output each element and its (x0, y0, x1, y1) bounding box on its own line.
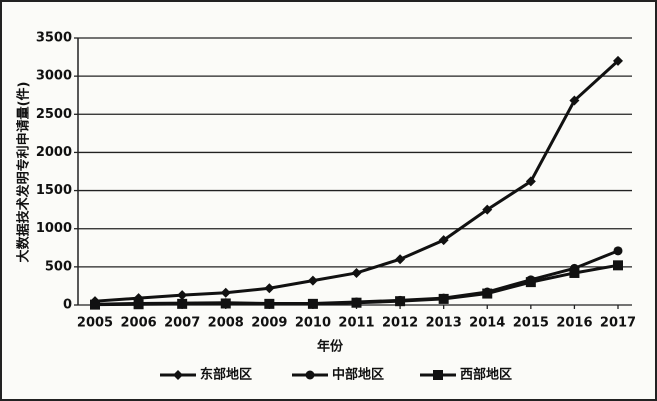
marker (351, 297, 362, 308)
marker (613, 260, 623, 271)
x-tick-label: 2007 (164, 316, 200, 331)
y-tick-label: 3500 (36, 31, 72, 46)
legend-label: 中部地区 (332, 367, 384, 383)
marker (569, 267, 580, 278)
marker (438, 293, 449, 304)
marker (613, 246, 623, 256)
marker (264, 298, 275, 309)
marker (613, 55, 623, 66)
y-axis-label: 大数据技术发明专利申请量(件) (16, 82, 32, 263)
marker (569, 95, 580, 106)
x-tick-label: 2014 (469, 316, 505, 331)
marker (525, 277, 536, 288)
marker (133, 299, 144, 310)
marker (220, 298, 231, 309)
x-tick-label: 2011 (338, 316, 374, 331)
legend-label: 西部地区 (460, 367, 512, 383)
x-tick-label: 2015 (513, 316, 549, 331)
marker (90, 299, 100, 310)
legend-label: 东部地区 (200, 367, 252, 383)
marker (177, 298, 188, 309)
marker (482, 288, 493, 299)
y-tick-label: 2000 (36, 145, 72, 160)
x-tick-label: 2006 (120, 316, 156, 331)
x-tick-label: 2005 (77, 316, 113, 331)
marker (177, 290, 188, 301)
x-tick-label: 2010 (295, 316, 331, 331)
x-tick-label: 2017 (600, 316, 636, 331)
marker (395, 254, 406, 265)
x-axis-label: 年份 (317, 339, 344, 355)
marker (307, 298, 318, 309)
y-tick-label: 2500 (36, 107, 72, 122)
marker (173, 370, 183, 380)
marker (433, 370, 443, 380)
x-tick-label: 2013 (426, 316, 462, 331)
marker (307, 275, 318, 286)
marker (395, 296, 406, 307)
marker (351, 267, 362, 278)
marker (220, 287, 231, 298)
x-tick-label: 2009 (251, 316, 287, 331)
marker (482, 204, 493, 215)
marker (264, 283, 275, 294)
y-tick-label: 500 (45, 259, 72, 274)
x-tick-label: 2016 (556, 316, 592, 331)
y-tick-label: 1000 (36, 221, 72, 236)
y-tick-label: 0 (63, 298, 72, 313)
marker (305, 370, 315, 380)
y-tick-label: 3000 (36, 69, 72, 84)
x-tick-label: 2008 (208, 316, 244, 331)
marker (438, 235, 449, 246)
marker (525, 176, 536, 187)
x-tick-label: 2012 (382, 316, 418, 331)
y-tick-label: 1500 (36, 183, 72, 198)
